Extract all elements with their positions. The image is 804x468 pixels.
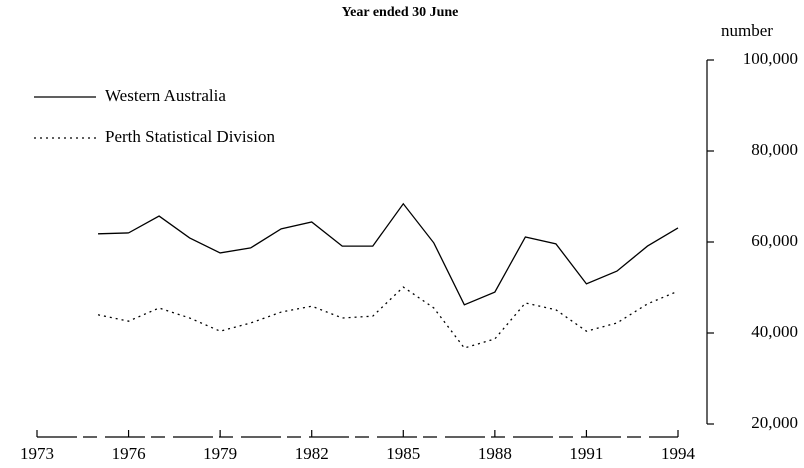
y-tick-label: 80,000: [751, 140, 798, 159]
x-tick-label: 1988: [478, 444, 512, 463]
x-tick-label: 1991: [569, 444, 603, 463]
series-line: [97, 286, 679, 349]
series-line: [98, 202, 679, 306]
y-tick-label: 100,000: [743, 49, 798, 68]
legend-label: Western Australia: [105, 86, 226, 105]
y-tick-label: 60,000: [751, 231, 798, 250]
legend-label: Perth Statistical Division: [105, 127, 275, 146]
x-tick-label: 1979: [203, 444, 237, 463]
x-tick-label: 1976: [112, 444, 146, 463]
x-tick-label: 1973: [20, 444, 54, 463]
y-tick-label: 20,000: [751, 413, 798, 432]
y-axis-label: number: [721, 21, 773, 40]
x-tick-label: 1985: [386, 444, 420, 463]
chart-title: Year ended 30 June: [342, 5, 459, 20]
y-tick-label: 40,000: [751, 322, 798, 341]
x-tick-label: 1994: [661, 444, 696, 463]
x-tick-label: 1982: [295, 444, 329, 463]
